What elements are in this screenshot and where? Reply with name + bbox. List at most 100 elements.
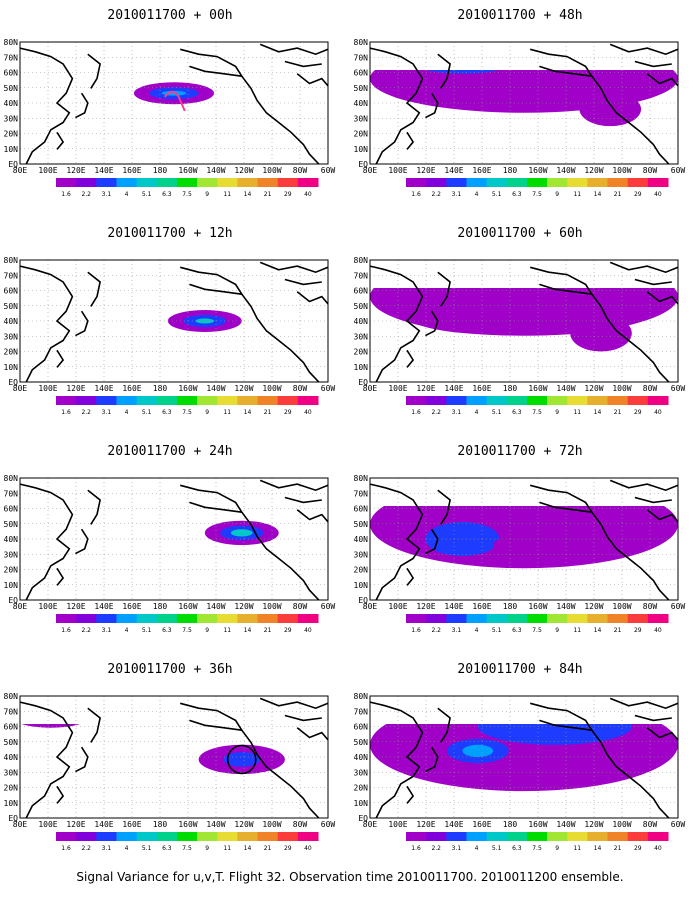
- lat-tick-label: 10N: [354, 145, 369, 154]
- colorbar-swatch: [627, 178, 649, 187]
- colorbar-label: 1.6: [411, 409, 421, 416]
- colorbar-swatch: [426, 614, 447, 623]
- lon-tick-label: 80W: [643, 384, 658, 393]
- colorbar-swatch: [297, 396, 319, 405]
- lat-tick-label: 20N: [354, 784, 369, 793]
- colorbar-label: 29: [284, 845, 292, 852]
- colorbar-swatch: [607, 396, 629, 405]
- coastline: [284, 714, 322, 722]
- colorbar-label: 3.1: [452, 191, 462, 198]
- lon-tick-label: 120W: [234, 384, 253, 393]
- colorbar-label: 29: [284, 191, 292, 198]
- colorbar-swatch: [607, 178, 629, 187]
- colorbar-label: 2.2: [81, 191, 91, 198]
- coastline: [634, 714, 672, 722]
- colorbar-label: 14: [244, 845, 252, 852]
- lon-tick-label: 160E: [472, 384, 491, 393]
- lat-tick-label: 80N: [354, 38, 369, 47]
- colorbar-swatch: [257, 614, 279, 623]
- colorbar-label: 21: [614, 191, 622, 198]
- lat-tick-label: EQ: [8, 814, 18, 823]
- lon-tick-label: 100E: [38, 166, 57, 175]
- lon-tick-label: 160W: [178, 602, 197, 611]
- lon-tick-label: 180: [503, 384, 518, 393]
- colorbar-label: 3.1: [102, 409, 112, 416]
- lon-tick-label: 140E: [94, 602, 113, 611]
- lon-tick-label: 100W: [612, 384, 631, 393]
- coastline: [19, 483, 74, 601]
- lon-tick-label: 80E: [13, 820, 28, 829]
- lat-tick-label: 60N: [354, 723, 369, 732]
- lon-tick-label: 80E: [363, 166, 378, 175]
- colorbar-label: 9: [555, 409, 559, 416]
- lat-tick-label: 50N: [354, 520, 369, 529]
- colorbar-swatch: [176, 614, 198, 623]
- colorbar-swatch: [297, 832, 319, 841]
- lat-tick-label: 50N: [4, 738, 19, 747]
- colorbar-swatch: [526, 832, 548, 841]
- map-frame: [369, 477, 679, 601]
- colorbar-swatch: [526, 178, 548, 187]
- colorbar-swatch: [237, 178, 259, 187]
- lon-tick-label: 120E: [416, 384, 435, 393]
- lat-tick-label: 50N: [354, 84, 369, 93]
- colorbar-label: 4: [125, 627, 129, 634]
- colorbar-swatch: [217, 614, 238, 623]
- colorbar-label: 14: [244, 409, 252, 416]
- lat-tick-label: 80N: [354, 692, 369, 701]
- coastline: [179, 484, 244, 514]
- panel-title: 2010011700 + 72h: [457, 444, 583, 459]
- lon-tick-label: 140W: [206, 384, 225, 393]
- lon-tick-label: 120E: [66, 602, 85, 611]
- coastline: [19, 265, 74, 383]
- colorbar-swatch: [406, 178, 427, 187]
- lon-tick-label: 160W: [178, 166, 197, 175]
- colorbar-swatch: [486, 614, 508, 623]
- lat-tick-label: 80N: [4, 692, 19, 701]
- colorbar-swatch: [526, 396, 548, 405]
- colorbar-label: 1.6: [61, 191, 71, 198]
- colorbar-swatch: [406, 832, 427, 841]
- lon-tick-label: 100E: [388, 820, 407, 829]
- colorbar-label: 5.1: [492, 627, 502, 634]
- colorbar-swatch: [547, 178, 568, 187]
- lat-tick-label: 50N: [354, 302, 369, 311]
- lon-tick-label: 140E: [444, 820, 463, 829]
- colorbar-swatch: [506, 396, 528, 405]
- colorbar-swatch: [136, 614, 158, 623]
- lon-tick-label: 80W: [293, 384, 308, 393]
- colorbar-label: 6.3: [162, 627, 172, 634]
- lon-tick-label: 180: [503, 602, 518, 611]
- coastline: [591, 75, 670, 165]
- lat-tick-label: 30N: [4, 768, 19, 777]
- colorbar-swatch: [486, 396, 508, 405]
- lon-tick-label: 120E: [66, 166, 85, 175]
- colorbar-swatch: [116, 178, 138, 187]
- colorbar-swatch: [567, 614, 588, 623]
- colorbar-swatch: [76, 832, 97, 841]
- coastline: [609, 43, 679, 56]
- colorbar-label: 11: [223, 409, 231, 416]
- lat-tick-label: 70N: [354, 489, 369, 498]
- lon-tick-label: 120E: [66, 820, 85, 829]
- lat-tick-label: 70N: [4, 489, 19, 498]
- lat-tick-label: EQ: [358, 160, 368, 169]
- colorbar-swatch: [277, 178, 299, 187]
- coastline: [609, 479, 679, 492]
- coastline: [56, 349, 65, 368]
- signal-field: [579, 92, 642, 127]
- colorbar-label: 9: [205, 845, 209, 852]
- coastline: [529, 266, 594, 296]
- colorbar-swatch: [587, 614, 609, 623]
- lat-tick-label: 80N: [4, 474, 19, 483]
- colorbar-swatch: [156, 832, 178, 841]
- colorbar-label: 40: [304, 409, 312, 416]
- colorbar-label: 21: [614, 627, 622, 634]
- coastline: [609, 261, 679, 274]
- signal-field: [223, 752, 261, 767]
- lat-tick-label: EQ: [358, 814, 368, 823]
- lon-tick-label: 160W: [528, 166, 547, 175]
- signal-field: [426, 70, 499, 74]
- colorbar-label: 21: [264, 845, 272, 852]
